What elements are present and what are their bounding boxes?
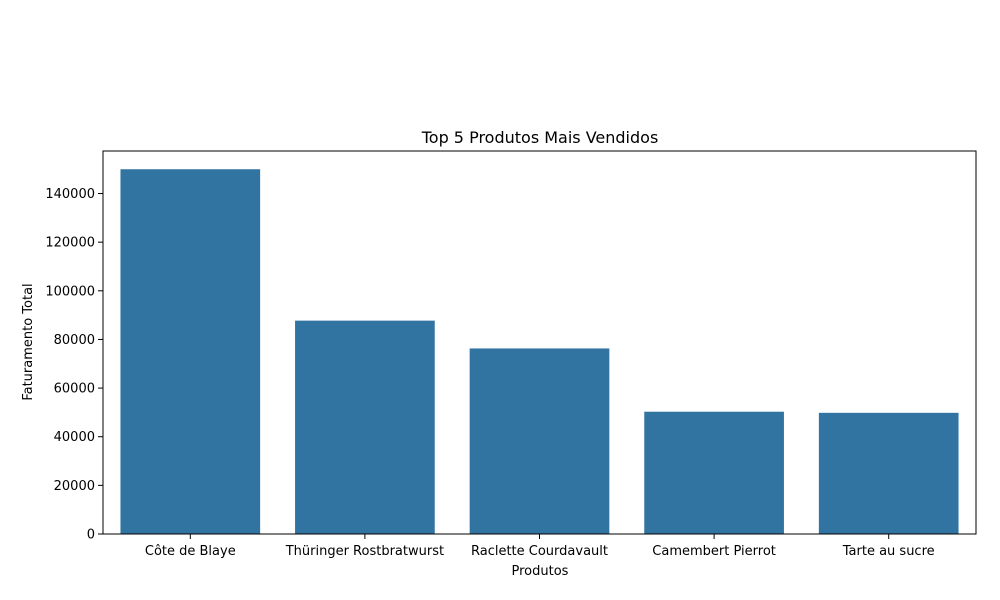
x-tick-label: Raclette Courdavault (471, 544, 608, 559)
y-tick-label: 120000 (45, 236, 95, 251)
x-tick-label: Camembert Pierrot (652, 544, 776, 559)
y-tick-label: 0 (87, 528, 95, 543)
bar-0 (120, 169, 261, 535)
y-axis: 0 20000 40000 60000 80000 100000 120000 140000 (45, 187, 103, 543)
bar-3 (644, 411, 784, 534)
y-axis-label: Faturamento Total (21, 283, 36, 400)
y-tick-label: 40000 (54, 430, 95, 445)
x-axis: Côte de Blaye Thüringer Rostbratwurst Racl… (145, 534, 935, 559)
y-tick-label: 60000 (54, 382, 95, 397)
bar-1 (295, 320, 435, 534)
x-tick-label: Tarte au sucre (842, 544, 935, 559)
y-tick-label: 140000 (45, 187, 95, 202)
bars-group (120, 169, 959, 535)
bar-2 (469, 348, 610, 534)
x-tick-label: Côte de Blaye (145, 544, 236, 559)
plot-frame (102, 150, 977, 535)
bar-4 (818, 412, 959, 534)
y-tick-label: 80000 (54, 333, 95, 348)
x-tick-label: Thüringer Rostbratwurst (285, 544, 444, 559)
chart-title: Top 5 Produtos Mais Vendidos (421, 128, 659, 147)
x-axis-label: Produtos (512, 564, 569, 579)
y-tick-label: 100000 (45, 284, 95, 299)
y-tick-label: 20000 (54, 479, 95, 494)
